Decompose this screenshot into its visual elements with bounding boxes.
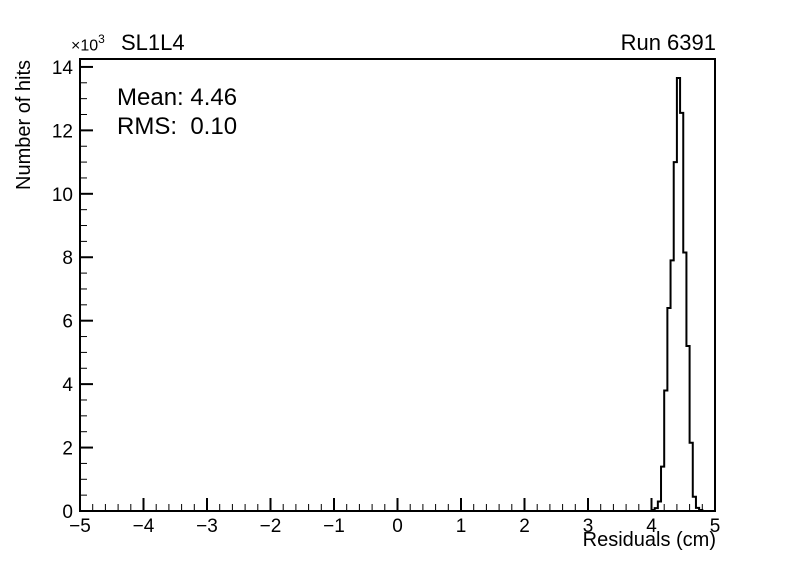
y-tick-label: 14 bbox=[52, 58, 74, 79]
y-axis-exponent-power: 3 bbox=[98, 32, 105, 46]
x-tick-label: −5 bbox=[69, 516, 91, 537]
page-title: SL1L4 bbox=[121, 30, 185, 55]
plot-frame bbox=[79, 58, 716, 512]
histogram-line bbox=[650, 77, 704, 512]
x-tick-label: 4 bbox=[646, 516, 657, 537]
y-axis-exponent: ×103 bbox=[71, 32, 105, 55]
x-tick-label: 5 bbox=[710, 516, 721, 537]
stat-rms-text: RMS: 0.10 bbox=[117, 113, 238, 140]
y-tick-label: 0 bbox=[62, 502, 73, 523]
y-tick-label: 4 bbox=[62, 375, 73, 396]
y-tick-label: 8 bbox=[62, 248, 73, 269]
y-tick-label: 10 bbox=[52, 185, 73, 206]
y-tick-label: 12 bbox=[52, 121, 73, 142]
x-tick-label: −4 bbox=[133, 516, 155, 537]
stat-mean-text: Mean: 4.46 bbox=[117, 84, 238, 111]
x-tick-label: −2 bbox=[260, 516, 282, 537]
y-axis-exponent-base: ×10 bbox=[71, 37, 99, 55]
y-tick-label: 2 bbox=[62, 439, 73, 460]
x-tick-label: 1 bbox=[456, 516, 467, 537]
x-tick-label: −3 bbox=[196, 516, 218, 537]
run-label: Run 6391 bbox=[620, 30, 716, 55]
y-tick-label: 6 bbox=[62, 312, 73, 333]
x-tick-label: 2 bbox=[519, 516, 530, 537]
x-tick-label: 0 bbox=[392, 516, 403, 537]
x-tick-label: −1 bbox=[323, 516, 345, 537]
x-axis-title: Residuals (cm) bbox=[582, 529, 716, 551]
x-tick-label: 3 bbox=[583, 516, 594, 537]
y-axis-title: Number of hits bbox=[13, 59, 35, 190]
